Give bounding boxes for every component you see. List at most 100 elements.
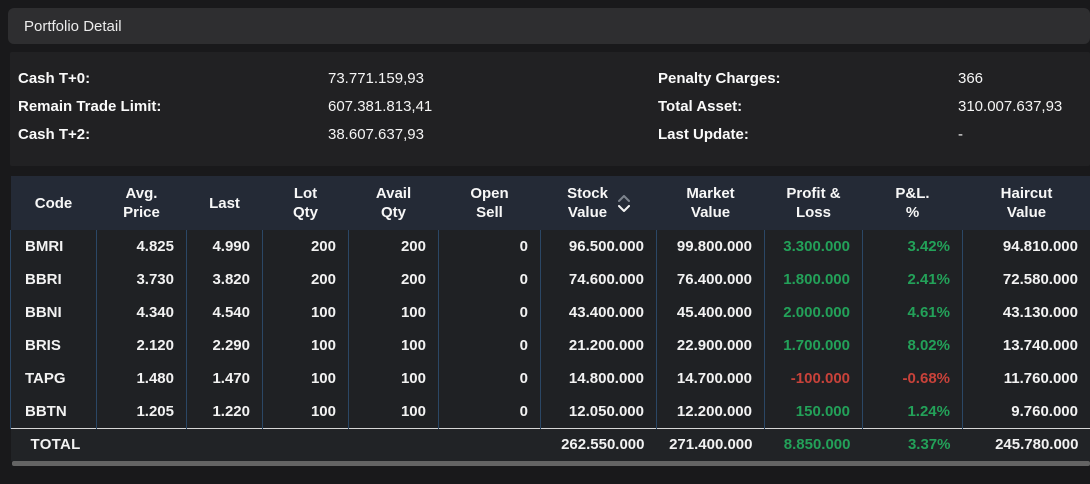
summary-label-cash-t0: Cash T+0:	[18, 69, 91, 87]
summary-value-remain-trade-limit: 607.381.813,41	[328, 97, 433, 115]
cell-haircut-value: 43.130.000	[962, 296, 1090, 329]
cell-market-value: 45.400.000	[656, 296, 765, 329]
column-header-avg-price[interactable]: Avg. Price	[96, 176, 187, 230]
column-header-label: Avg. Price	[123, 185, 160, 221]
column-header-last[interactable]: Last	[186, 176, 263, 230]
chevron-up-icon	[617, 194, 630, 202]
summary-label-remain-trade-limit: Remain Trade Limit:	[18, 97, 162, 115]
cell-lot-qty: 100	[262, 296, 349, 329]
table-row[interactable]: BBNI 4.340 4.540 100 100 0 43.400.000 45…	[10, 296, 1090, 329]
total-stock-value: 262.550.000	[540, 427, 657, 461]
cell-open-sell: 0	[438, 395, 541, 428]
total-label: TOTAL	[10, 427, 541, 461]
cell-last: 2.290	[186, 329, 263, 362]
cell-last: 1.220	[186, 395, 263, 428]
column-header-stock-value[interactable]: Stock Value	[540, 176, 657, 230]
horizontal-scrollbar[interactable]	[12, 461, 1090, 466]
cell-stock-value: 74.600.000	[540, 263, 657, 296]
summary-value-penalty-charges: 366	[958, 69, 984, 87]
column-header-label: Stock Value	[567, 185, 608, 221]
column-header-label: Avail Qty	[375, 185, 412, 221]
cell-lot-qty: 200	[262, 263, 349, 296]
summary-label-penalty-charges: Penalty Charges:	[658, 69, 781, 87]
cell-profit-loss: -100.000	[764, 362, 863, 395]
cell-open-sell: 0	[438, 230, 541, 263]
column-header-haircut-value[interactable]: Haircut Value	[962, 176, 1090, 230]
cell-avg-price: 4.825	[96, 230, 187, 263]
column-header-open-sell[interactable]: Open Sell	[438, 176, 541, 230]
table-row[interactable]: TAPG 1.480 1.470 100 100 0 14.800.000 14…	[10, 362, 1090, 395]
column-header-lot-qty[interactable]: Lot Qty	[262, 176, 349, 230]
table-row[interactable]: BMRI 4.825 4.990 200 200 0 96.500.000 99…	[10, 230, 1090, 263]
cell-pnl-pct: -0.68%	[862, 362, 963, 395]
cell-pnl-pct: 2.41%	[862, 263, 963, 296]
chevron-down-icon	[617, 204, 630, 212]
cell-code: TAPG	[10, 362, 97, 395]
cell-market-value: 22.900.000	[656, 329, 765, 362]
column-header-label: Market Value	[686, 185, 735, 221]
portfolio-table: Code Avg. Price Last Lot Qty Avail Qty O…	[10, 176, 1090, 461]
column-header-market-value[interactable]: Market Value	[656, 176, 765, 230]
cell-market-value: 14.700.000	[656, 362, 765, 395]
cell-pnl-pct: 4.61%	[862, 296, 963, 329]
table-row[interactable]: BBRI 3.730 3.820 200 200 0 74.600.000 76…	[10, 263, 1090, 296]
cell-avg-price: 4.340	[96, 296, 187, 329]
summary-label-last-update: Last Update:	[658, 125, 749, 143]
table-header-row: Code Avg. Price Last Lot Qty Avail Qty O…	[10, 176, 1090, 230]
cell-pnl-pct: 8.02%	[862, 329, 963, 362]
cell-avg-price: 3.730	[96, 263, 187, 296]
cell-haircut-value: 9.760.000	[962, 395, 1090, 428]
cell-stock-value: 96.500.000	[540, 230, 657, 263]
column-header-code[interactable]: Code	[10, 176, 97, 230]
summary-value-last-update: -	[958, 125, 963, 143]
cell-pnl-pct: 1.24%	[862, 395, 963, 428]
cell-market-value: 12.200.000	[656, 395, 765, 428]
cell-profit-loss: 3.300.000	[764, 230, 863, 263]
cell-open-sell: 0	[438, 362, 541, 395]
cell-code: BMRI	[10, 230, 97, 263]
total-pnl-pct: 3.37%	[862, 427, 963, 461]
cell-stock-value: 43.400.000	[540, 296, 657, 329]
column-header-profit-loss[interactable]: Profit & Loss	[764, 176, 863, 230]
cell-code: BBTN	[10, 395, 97, 428]
column-header-label: Profit & Loss	[786, 185, 841, 221]
panel-header: Portfolio Detail	[8, 8, 1090, 44]
cell-profit-loss: 1.700.000	[764, 329, 863, 362]
cell-stock-value: 21.200.000	[540, 329, 657, 362]
sort-icons[interactable]	[617, 194, 630, 212]
cell-lot-qty: 200	[262, 230, 349, 263]
cell-avg-price: 2.120	[96, 329, 187, 362]
cell-market-value: 76.400.000	[656, 263, 765, 296]
cell-lot-qty: 100	[262, 395, 349, 428]
table-total-row: TOTAL 262.550.000 271.400.000 8.850.000 …	[10, 427, 1090, 461]
cell-stock-value: 12.050.000	[540, 395, 657, 428]
cell-profit-loss: 2.000.000	[764, 296, 863, 329]
column-header-label: Haircut Value	[1000, 185, 1053, 221]
summary-value-total-asset: 310.007.637,93	[958, 97, 1063, 115]
cell-avail-qty: 100	[348, 362, 439, 395]
summary-label-cash-t2: Cash T+2:	[18, 125, 91, 143]
cell-stock-value: 14.800.000	[540, 362, 657, 395]
cell-pnl-pct: 3.42%	[862, 230, 963, 263]
cell-avail-qty: 200	[348, 263, 439, 296]
table-row[interactable]: BBTN 1.205 1.220 100 100 0 12.050.000 12…	[10, 395, 1090, 428]
cell-lot-qty: 100	[262, 362, 349, 395]
column-header-avail-qty[interactable]: Avail Qty	[348, 176, 439, 230]
column-header-label: Lot Qty	[292, 185, 318, 221]
cell-avail-qty: 100	[348, 395, 439, 428]
table-row[interactable]: BRIS 2.120 2.290 100 100 0 21.200.000 22…	[10, 329, 1090, 362]
column-header-label: Open Sell	[470, 185, 509, 221]
summary-label-total-asset: Total Asset:	[658, 97, 743, 115]
cell-code: BBNI	[10, 296, 97, 329]
cell-haircut-value: 72.580.000	[962, 263, 1090, 296]
cell-last: 3.820	[186, 263, 263, 296]
account-summary: Cash T+0: 73.771.159,93 Penalty Charges:…	[10, 52, 1090, 166]
total-market-value: 271.400.000	[656, 427, 765, 461]
cell-avg-price: 1.205	[96, 395, 187, 428]
column-header-label: Code	[34, 194, 73, 212]
panel-title: Portfolio Detail	[24, 17, 122, 35]
column-header-pnl-pct[interactable]: P&L. %	[862, 176, 963, 230]
cell-open-sell: 0	[438, 296, 541, 329]
total-profit-loss: 8.850.000	[764, 427, 863, 461]
column-header-label: P&L. %	[895, 185, 930, 221]
